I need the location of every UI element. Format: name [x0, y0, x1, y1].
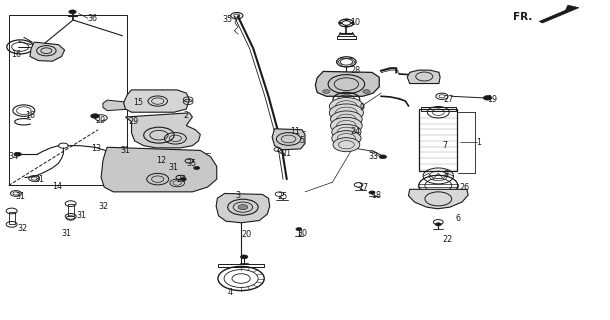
Circle shape [329, 104, 364, 122]
Circle shape [329, 98, 364, 116]
Text: 29: 29 [95, 116, 106, 125]
Text: 22: 22 [442, 235, 452, 244]
Text: 18: 18 [371, 190, 381, 200]
Text: 9: 9 [360, 103, 365, 112]
Text: 31: 31 [62, 229, 71, 238]
Text: 32: 32 [17, 224, 27, 233]
Text: 24: 24 [351, 127, 361, 136]
Text: 21: 21 [282, 149, 292, 158]
Text: 3: 3 [235, 190, 240, 200]
Text: 31: 31 [168, 164, 178, 172]
Text: 35: 35 [223, 15, 233, 24]
Bar [68, 204, 74, 216]
Text: 35: 35 [186, 159, 196, 168]
Circle shape [296, 228, 302, 231]
Text: 5: 5 [299, 136, 304, 145]
Circle shape [332, 124, 361, 140]
Bar [337, 36, 356, 39]
Text: 8: 8 [443, 170, 449, 179]
Circle shape [332, 131, 361, 146]
Circle shape [180, 178, 186, 181]
Text: 34: 34 [8, 152, 18, 161]
Polygon shape [216, 194, 270, 223]
Circle shape [345, 25, 348, 27]
Circle shape [91, 114, 99, 118]
Circle shape [323, 90, 330, 93]
Text: 14: 14 [52, 182, 62, 191]
Text: 33: 33 [369, 152, 379, 161]
Polygon shape [101, 147, 217, 192]
Circle shape [14, 152, 21, 156]
Circle shape [240, 255, 248, 259]
Circle shape [379, 155, 387, 159]
Circle shape [238, 204, 248, 210]
Polygon shape [409, 189, 468, 209]
Polygon shape [124, 90, 189, 112]
Text: 32: 32 [98, 202, 108, 211]
Bar [420, 109, 457, 171]
Text: 31: 31 [77, 211, 87, 220]
Text: 17: 17 [358, 183, 368, 192]
Bar [9, 15, 127, 186]
Text: 27: 27 [443, 95, 453, 104]
Circle shape [369, 191, 375, 194]
Polygon shape [272, 129, 305, 150]
Polygon shape [315, 71, 379, 96]
Text: 4: 4 [228, 288, 232, 297]
Bar [126, 154, 139, 157]
Text: 15: 15 [134, 98, 143, 107]
Text: 7: 7 [442, 141, 448, 150]
Text: 20: 20 [242, 230, 252, 239]
Bar [9, 212, 15, 224]
Text: 11: 11 [290, 127, 300, 136]
Text: 23: 23 [176, 175, 186, 184]
Text: 25: 25 [278, 192, 288, 201]
Text: 6: 6 [456, 214, 461, 223]
Circle shape [436, 223, 441, 226]
Circle shape [345, 19, 348, 21]
Circle shape [363, 90, 370, 93]
Text: 31: 31 [120, 146, 130, 155]
Text: 2: 2 [183, 111, 188, 120]
Text: 30: 30 [297, 229, 307, 238]
Circle shape [333, 138, 360, 152]
Text: 36: 36 [88, 14, 98, 23]
Circle shape [351, 22, 354, 24]
Polygon shape [539, 5, 579, 23]
Circle shape [69, 10, 76, 14]
Bar [421, 108, 456, 111]
Polygon shape [30, 42, 65, 61]
Bar [418, 184, 458, 187]
Circle shape [331, 111, 362, 127]
Text: 10: 10 [350, 19, 360, 28]
Polygon shape [126, 113, 200, 148]
Circle shape [193, 166, 199, 170]
Text: 16: 16 [25, 111, 35, 120]
Circle shape [483, 96, 492, 100]
Text: 29: 29 [129, 117, 138, 126]
Text: 31: 31 [16, 192, 26, 201]
Text: 31: 31 [34, 175, 44, 184]
Text: 26: 26 [459, 183, 470, 192]
Text: 12: 12 [156, 156, 166, 164]
Text: 28: 28 [351, 66, 361, 75]
Circle shape [331, 117, 362, 134]
Text: 13: 13 [91, 144, 101, 153]
Circle shape [129, 154, 135, 157]
Polygon shape [103, 100, 135, 111]
Circle shape [339, 22, 342, 24]
Polygon shape [148, 154, 174, 163]
Bar [218, 264, 264, 268]
Polygon shape [407, 70, 440, 84]
Text: 1: 1 [476, 138, 482, 147]
Text: FR.: FR. [513, 12, 533, 22]
Text: 16: 16 [12, 50, 21, 59]
Text: 19: 19 [487, 95, 498, 104]
